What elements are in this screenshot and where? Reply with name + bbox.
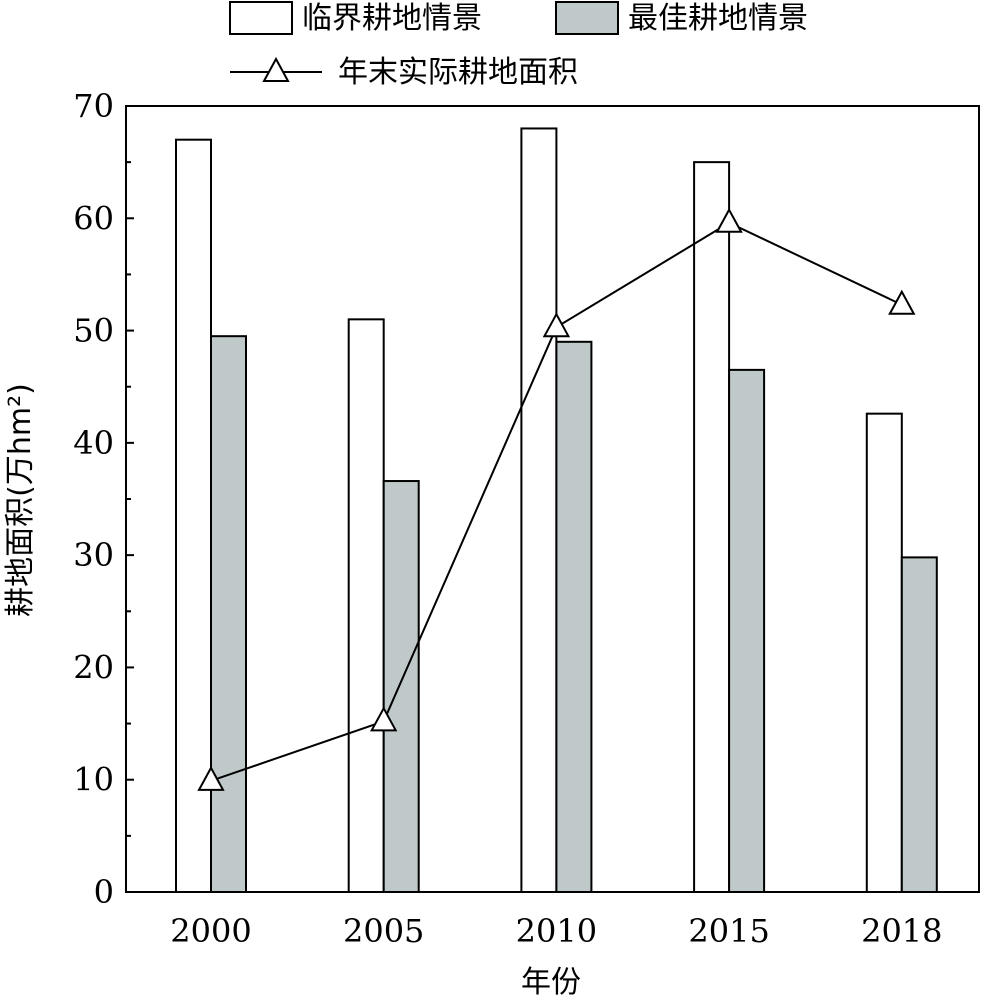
y-tick-label: 20 <box>73 648 114 686</box>
legend: 临界耕地情景 最佳耕地情景 年末实际耕地面积 <box>229 1 808 90</box>
bar-critical <box>693 161 731 893</box>
y-tick-label: 40 <box>73 424 114 462</box>
legend-swatch-best <box>555 1 619 35</box>
legend-swatch-critical <box>229 1 293 35</box>
x-tick-label: 2010 <box>516 912 597 950</box>
y-tick-label: 60 <box>73 199 114 237</box>
bar-critical <box>347 318 385 894</box>
y-tick-label: 0 <box>94 873 114 911</box>
bars <box>175 127 938 894</box>
bar-critical <box>865 412 903 893</box>
bar-critical <box>520 127 558 893</box>
bar-critical <box>175 138 212 893</box>
x-axis-title: 年份 <box>521 965 581 1000</box>
actual-area-point <box>715 207 743 233</box>
y-tick-label: 30 <box>73 536 114 574</box>
x-tick-label: 2005 <box>343 912 424 950</box>
actual-area-point <box>888 289 916 315</box>
y-tick-label: 50 <box>73 312 114 350</box>
y-axis: 0 10 20 30 40 50 60 70 <box>73 87 134 911</box>
x-axis: 2000 2005 2010 2015 2018 <box>170 912 942 950</box>
bar-best <box>382 480 420 893</box>
actual-area-point <box>542 312 571 338</box>
bar-best <box>900 556 938 893</box>
x-tick-label: 2000 <box>170 912 251 950</box>
actual-area-series <box>197 207 916 791</box>
legend-label-critical: 临界耕地情景 <box>302 1 482 36</box>
y-tick-label: 10 <box>73 761 114 799</box>
legend-label-best: 最佳耕地情景 <box>628 1 808 36</box>
y-tick-label: 70 <box>73 87 114 125</box>
x-tick-label: 2015 <box>688 912 769 950</box>
x-tick-label: 2018 <box>861 912 942 950</box>
legend-label-actual: 年末实际耕地面积 <box>338 55 578 90</box>
actual-area-point <box>197 765 225 791</box>
bar-best <box>555 340 593 893</box>
bar-best <box>728 368 766 894</box>
y-axis-title: 耕地面积(万hm²) <box>3 383 38 617</box>
legend-marker-actual <box>262 56 290 82</box>
bar-best <box>210 335 247 893</box>
actual-area-point <box>370 706 398 732</box>
